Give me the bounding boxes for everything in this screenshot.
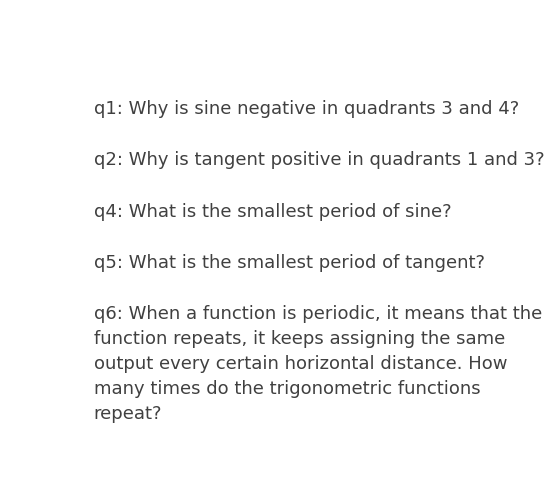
Text: q2: Why is tangent positive in quadrants 1 and 3?: q2: Why is tangent positive in quadrants… — [94, 151, 544, 169]
Text: q6: When a function is periodic, it means that the
function repeats, it keeps as: q6: When a function is periodic, it mean… — [94, 305, 542, 423]
Text: q4: What is the smallest period of sine?: q4: What is the smallest period of sine? — [94, 203, 451, 221]
Text: q5: What is the smallest period of tangent?: q5: What is the smallest period of tange… — [94, 254, 485, 272]
Text: q1: Why is sine negative in quadrants 3 and 4?: q1: Why is sine negative in quadrants 3 … — [94, 100, 519, 118]
